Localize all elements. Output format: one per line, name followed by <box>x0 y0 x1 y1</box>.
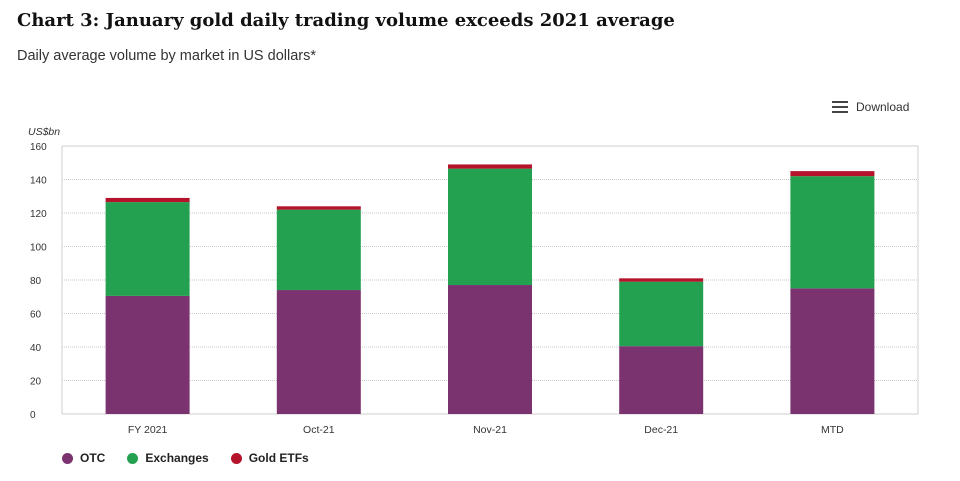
bar-gold-etfs <box>276 206 361 210</box>
download-button[interactable]: Download <box>832 100 909 114</box>
bar-gold-etfs <box>619 278 704 282</box>
legend-label: Gold ETFs <box>248 451 309 465</box>
y-tick-label: 100 <box>30 243 47 254</box>
bar-exchanges <box>448 168 532 286</box>
legend-label: Exchanges <box>145 451 209 465</box>
x-tick-label: FY 2021 <box>128 424 168 436</box>
y-axis-label: US$bn <box>28 126 60 138</box>
y-tick-label: 0 <box>30 410 36 421</box>
bar-exchanges <box>619 281 704 347</box>
y-tick-label: 140 <box>30 176 47 187</box>
y-tick-label: 40 <box>30 343 42 354</box>
bar-exchanges <box>790 176 875 289</box>
y-tick-label: 60 <box>30 310 42 321</box>
chart-title: Chart 3: January gold daily trading volu… <box>17 10 675 31</box>
download-label: Download <box>856 100 910 114</box>
bar-otc <box>790 288 875 414</box>
x-tick-label: Nov-21 <box>473 424 507 436</box>
legend-swatch <box>230 452 242 464</box>
legend-swatch <box>62 452 73 464</box>
y-tick-label: 160 <box>30 142 47 153</box>
chart-legend: OTC Exchanges Gold ETFs <box>62 451 309 465</box>
bar-exchanges <box>105 202 190 296</box>
x-tick-label: Dec-21 <box>644 424 678 436</box>
legend-item-otc[interactable]: OTC <box>62 451 105 465</box>
bar-gold-etfs <box>105 197 190 203</box>
y-tick-label: 120 <box>30 209 47 220</box>
x-tick-label: Oct-21 <box>303 424 335 436</box>
y-tick-label: 80 <box>30 276 42 287</box>
legend-item-gold-etfs[interactable]: Gold ETFs <box>230 451 309 465</box>
bar-otc <box>448 285 532 414</box>
bar-exchanges <box>276 209 361 291</box>
bar-gold-etfs <box>790 171 875 177</box>
x-tick-label: MTD <box>821 424 844 436</box>
menu-icon <box>832 101 848 113</box>
chart-subtitle: Daily average volume by market in US dol… <box>17 48 316 64</box>
bar-otc <box>105 295 190 414</box>
legend-item-exchanges[interactable]: Exchanges <box>127 451 209 465</box>
bar-otc <box>276 290 361 414</box>
legend-label: OTC <box>80 451 106 465</box>
legend-swatch <box>127 452 139 464</box>
y-tick-label: 20 <box>30 377 42 388</box>
bar-otc <box>619 346 704 414</box>
bar-gold-etfs <box>448 164 532 169</box>
